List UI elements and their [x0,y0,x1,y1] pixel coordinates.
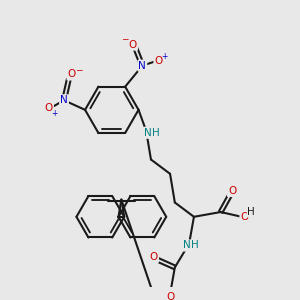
Text: +: + [51,109,58,118]
Text: O: O [166,292,174,300]
Text: O: O [154,56,163,66]
Text: O: O [240,212,249,222]
Text: O: O [228,186,236,196]
Text: O: O [129,40,137,50]
Text: N: N [139,61,146,71]
Text: H: H [152,128,160,138]
Text: N: N [144,128,152,138]
Text: O: O [45,103,53,113]
Text: −: − [122,34,129,43]
Text: N: N [183,241,191,250]
Text: H: H [248,207,255,217]
Text: −: − [75,65,82,74]
Text: O: O [68,70,76,80]
Text: N: N [60,95,68,105]
Text: H: H [191,241,199,250]
Text: O: O [150,252,158,262]
Text: +: + [161,52,167,61]
